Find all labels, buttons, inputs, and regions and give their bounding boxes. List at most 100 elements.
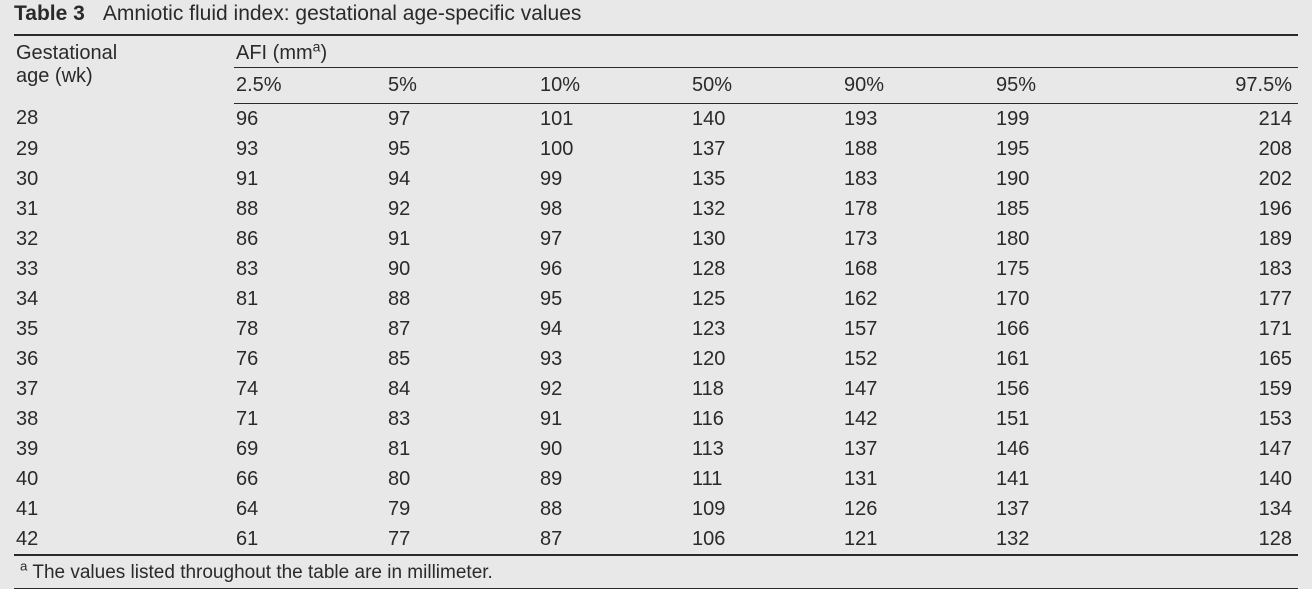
cell-value: 91 — [538, 404, 690, 434]
table-row: 289697101140193199214 — [14, 104, 1298, 135]
col-header-afi-group: AFI (mma) — [234, 35, 1298, 68]
table-header: Gestational age (wk) AFI (mma) 2.5% 5% 1… — [14, 35, 1298, 104]
table-footnote: a The values listed throughout the table… — [14, 555, 1298, 589]
cell-value: 214 — [1146, 104, 1298, 135]
cell-value: 87 — [538, 524, 690, 555]
cell-ga: 28 — [14, 104, 234, 135]
cell-value: 175 — [994, 254, 1146, 284]
cell-value: 83 — [234, 254, 386, 284]
cell-value: 97 — [386, 104, 538, 135]
col-header-p95: 95% — [994, 68, 1146, 104]
cell-ga: 42 — [14, 524, 234, 555]
cell-value: 183 — [842, 164, 994, 194]
cell-value: 147 — [1146, 434, 1298, 464]
cell-value: 84 — [386, 374, 538, 404]
cell-value: 137 — [994, 494, 1146, 524]
cell-value: 152 — [842, 344, 994, 374]
cell-value: 86 — [234, 224, 386, 254]
cell-value: 69 — [234, 434, 386, 464]
cell-value: 74 — [234, 374, 386, 404]
cell-value: 95 — [386, 134, 538, 164]
cell-value: 131 — [842, 464, 994, 494]
cell-value: 77 — [386, 524, 538, 555]
cell-value: 173 — [842, 224, 994, 254]
cell-value: 156 — [994, 374, 1146, 404]
cell-value: 166 — [994, 314, 1146, 344]
cell-value: 93 — [234, 134, 386, 164]
cell-value: 132 — [690, 194, 842, 224]
table-label: Table 3 — [14, 2, 85, 25]
col-header-gestational-age: Gestational age (wk) — [14, 35, 234, 104]
cell-value: 79 — [386, 494, 538, 524]
cell-value: 71 — [234, 404, 386, 434]
table-row: 33839096128168175183 — [14, 254, 1298, 284]
cell-value: 83 — [386, 404, 538, 434]
cell-value: 99 — [538, 164, 690, 194]
cell-value: 92 — [538, 374, 690, 404]
cell-value: 93 — [538, 344, 690, 374]
cell-value: 123 — [690, 314, 842, 344]
cell-ga: 30 — [14, 164, 234, 194]
cell-value: 116 — [690, 404, 842, 434]
cell-ga: 32 — [14, 224, 234, 254]
cell-value: 132 — [994, 524, 1146, 555]
cell-ga: 39 — [14, 434, 234, 464]
cell-value: 161 — [994, 344, 1146, 374]
afi-prefix: AFI (mm — [236, 42, 313, 64]
cell-value: 96 — [234, 104, 386, 135]
table-row: 42617787106121132128 — [14, 524, 1298, 555]
cell-value: 185 — [994, 194, 1146, 224]
footnote-text: The values listed throughout the table a… — [27, 562, 492, 583]
cell-value: 128 — [1146, 524, 1298, 555]
cell-value: 195 — [994, 134, 1146, 164]
afi-table: Gestational age (wk) AFI (mma) 2.5% 5% 1… — [14, 34, 1298, 589]
cell-value: 80 — [386, 464, 538, 494]
cell-ga: 33 — [14, 254, 234, 284]
cell-value: 142 — [842, 404, 994, 434]
cell-value: 137 — [842, 434, 994, 464]
cell-value: 61 — [234, 524, 386, 555]
col-header-p97-5: 97.5% — [1146, 68, 1298, 104]
cell-ga: 36 — [14, 344, 234, 374]
table-row: 35788794123157166171 — [14, 314, 1298, 344]
table-row: 299395100137188195208 — [14, 134, 1298, 164]
cell-value: 97 — [538, 224, 690, 254]
cell-value: 106 — [690, 524, 842, 555]
cell-value: 196 — [1146, 194, 1298, 224]
cell-value: 88 — [538, 494, 690, 524]
col-header-p90: 90% — [842, 68, 994, 104]
cell-value: 188 — [842, 134, 994, 164]
cell-value: 151 — [994, 404, 1146, 434]
col-header-p5: 5% — [386, 68, 538, 104]
table-row: 36768593120152161165 — [14, 344, 1298, 374]
cell-value: 153 — [1146, 404, 1298, 434]
cell-value: 89 — [538, 464, 690, 494]
table-row: 30919499135183190202 — [14, 164, 1298, 194]
cell-ga: 41 — [14, 494, 234, 524]
cell-value: 94 — [538, 314, 690, 344]
cell-value: 141 — [994, 464, 1146, 494]
table-caption-text: Amniotic fluid index: gestational age-sp… — [103, 2, 582, 25]
cell-value: 81 — [234, 284, 386, 314]
col-header-p50: 50% — [690, 68, 842, 104]
cell-value: 128 — [690, 254, 842, 284]
cell-ga: 29 — [14, 134, 234, 164]
table-body: 2896971011401931992142993951001371881952… — [14, 104, 1298, 556]
cell-value: 121 — [842, 524, 994, 555]
cell-value: 180 — [994, 224, 1146, 254]
cell-value: 130 — [690, 224, 842, 254]
cell-ga: 35 — [14, 314, 234, 344]
cell-value: 90 — [386, 254, 538, 284]
table-row: 40668089111131141140 — [14, 464, 1298, 494]
table-row: 41647988109126137134 — [14, 494, 1298, 524]
cell-value: 76 — [234, 344, 386, 374]
ga-label-line1: Gestational — [16, 42, 117, 64]
cell-value: 88 — [234, 194, 386, 224]
cell-value: 113 — [690, 434, 842, 464]
cell-value: 162 — [842, 284, 994, 314]
cell-value: 91 — [234, 164, 386, 194]
cell-ga: 40 — [14, 464, 234, 494]
cell-ga: 31 — [14, 194, 234, 224]
cell-value: 135 — [690, 164, 842, 194]
cell-value: 147 — [842, 374, 994, 404]
